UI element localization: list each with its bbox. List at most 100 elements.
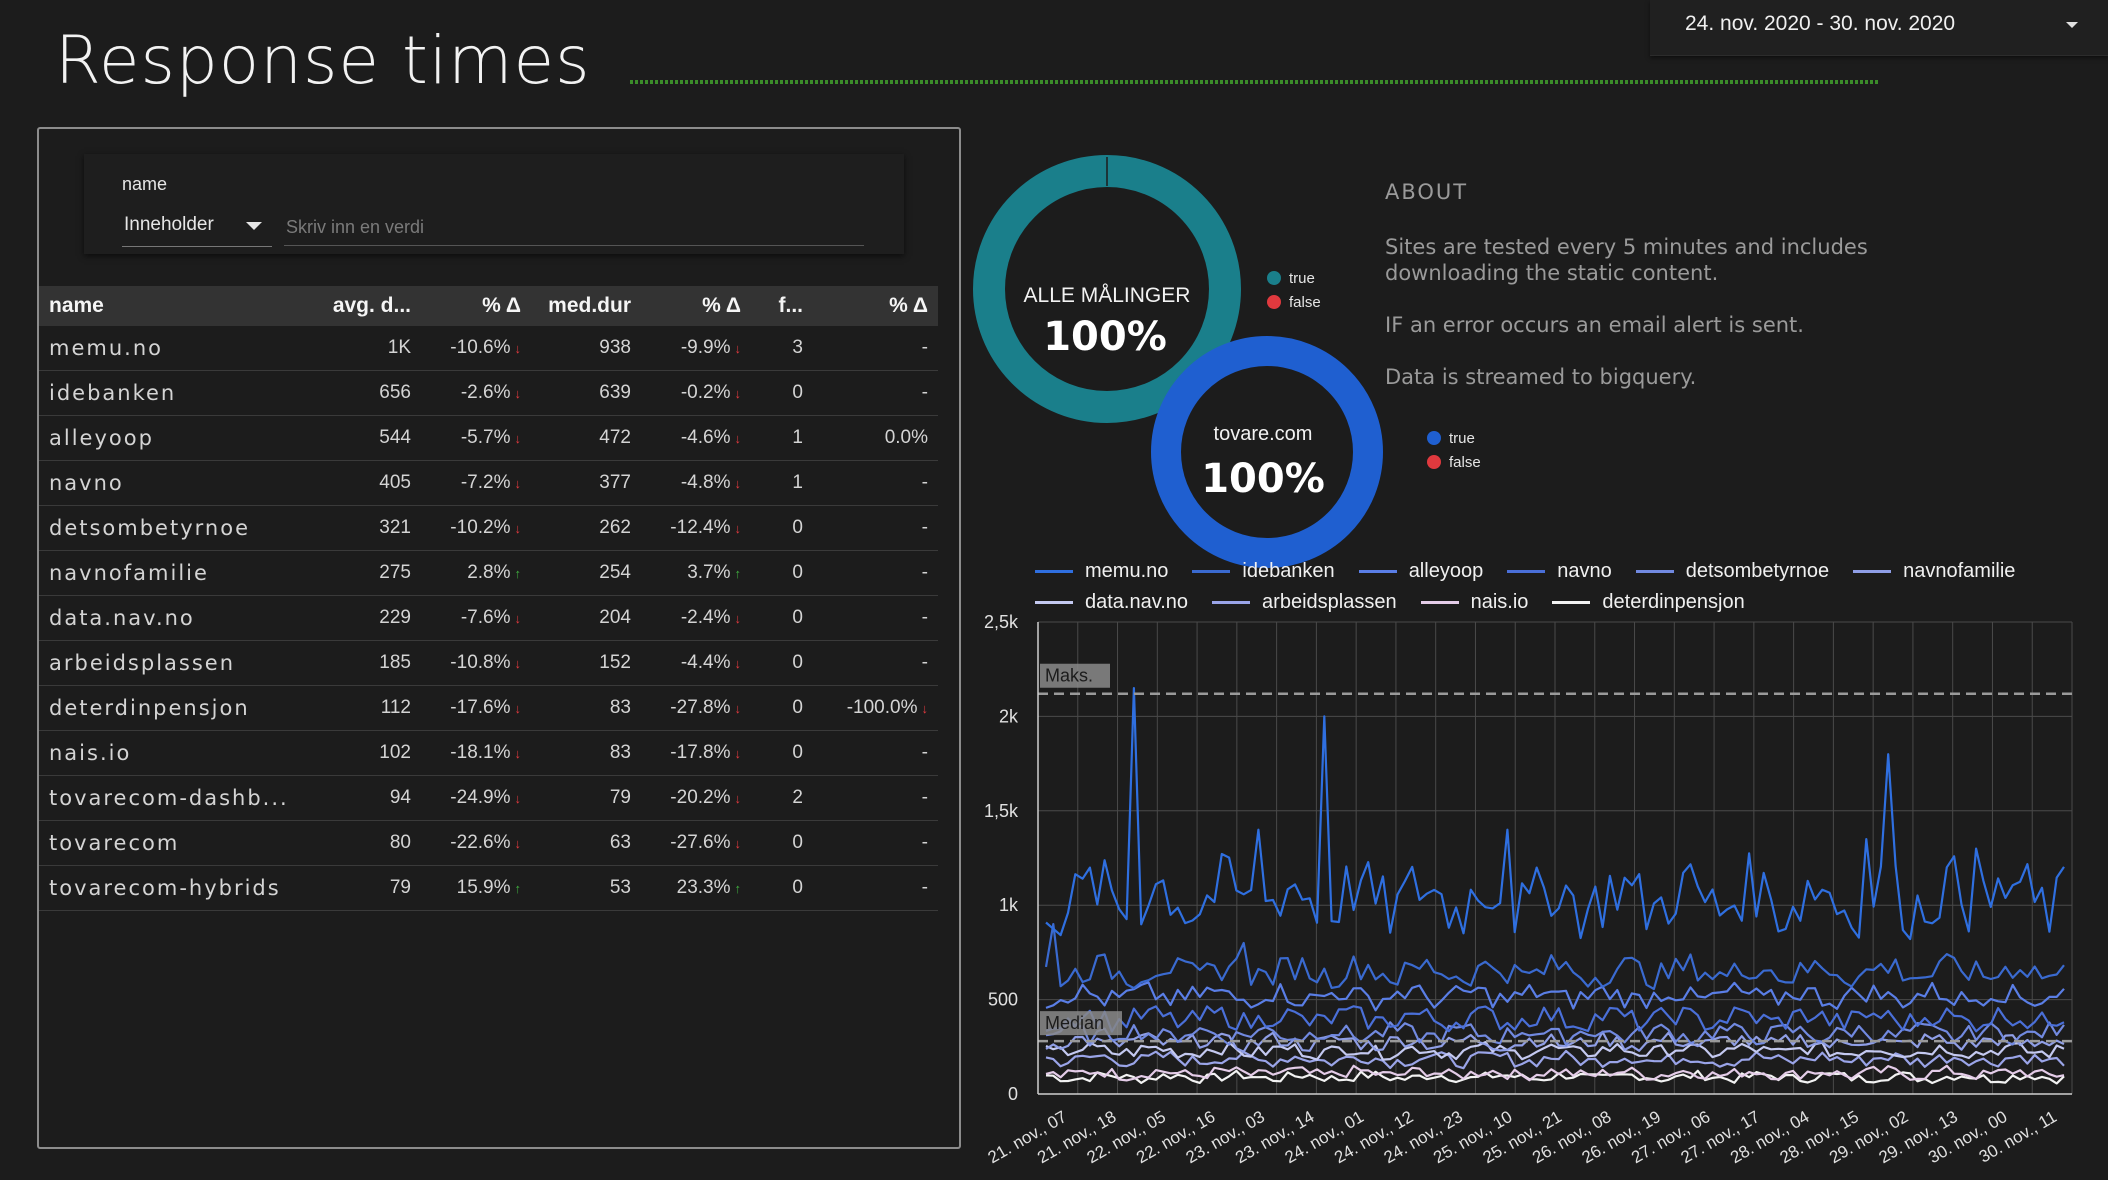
column-header-med[interactable]: med.dur	[531, 286, 641, 326]
cell-avg: 102	[319, 730, 421, 776]
legend-label: memu.no	[1085, 560, 1169, 582]
legend-item-deterdinpensjon[interactable]: deterdinpensjon	[1552, 587, 1745, 617]
table-row[interactable]: idebanken 656 -2.6% ↓ 639 -0.2% ↓ 0-	[39, 370, 938, 416]
trend-down-icon: ↓	[734, 431, 742, 446]
legend-label: detsombetyrnoe	[1685, 560, 1830, 582]
table-row[interactable]: arbeidsplassen 185 -10.8% ↓ 152 -4.4% ↓ 0-	[39, 640, 938, 686]
trend-down-icon: ↓	[734, 611, 742, 626]
column-header-name[interactable]: name	[39, 286, 319, 326]
donut-all-label: ALLE MÅLINGER	[1024, 284, 1191, 307]
cell-med-delta: -9.9% ↓	[641, 326, 751, 371]
cell-name: nais.io	[39, 730, 319, 776]
legend-dot	[1267, 295, 1281, 309]
legend-dot	[1267, 271, 1281, 285]
y-tick-label: 500	[988, 990, 1018, 1010]
cell-fail-delta: -	[813, 550, 938, 596]
table-row[interactable]: data.nav.no 229 -7.6% ↓ 204 -2.4% ↓ 0-	[39, 595, 938, 641]
legend-swatch	[1035, 600, 1073, 604]
legend-swatch	[1358, 570, 1397, 573]
delta-value: -20.2%	[670, 787, 731, 808]
y-tick-label: 0	[1008, 1084, 1018, 1104]
cell-avg: 94	[319, 775, 421, 821]
column-header-fail-delta[interactable]: % Δ	[813, 286, 938, 326]
legend-item-alleyoop[interactable]: alleyoop	[1358, 557, 1483, 587]
legend-item-arbeidsplassen[interactable]: arbeidsplassen	[1212, 587, 1397, 617]
reference-label-bg	[1040, 1011, 1122, 1036]
legend-label: navno	[1557, 560, 1612, 582]
cell-fail-delta: -	[813, 820, 938, 866]
table-row[interactable]: tovarecom-hybrids 79 15.9% ↑ 53 23.3% ↑ 0-	[39, 865, 938, 911]
cell-med: 79	[531, 775, 641, 821]
column-header-med-delta[interactable]: % Δ	[641, 286, 751, 326]
cell-fail: 0	[751, 595, 813, 641]
legend-item-memu-no[interactable]: memu.no	[1035, 557, 1168, 587]
column-header-fail[interactable]: f...	[751, 286, 813, 326]
cell-name: data.nav.no	[39, 595, 319, 641]
legend-label: navnofamilie	[1903, 560, 2016, 582]
cell-med-delta: -12.4% ↓	[641, 505, 751, 551]
column-header-avg-delta[interactable]: % Δ	[421, 286, 531, 326]
legend-item-nais-io[interactable]: nais.io	[1420, 587, 1529, 617]
delta-value: -	[921, 382, 928, 403]
cell-med-delta: -0.2% ↓	[641, 370, 751, 416]
legend-item-data-nav-no[interactable]: data.nav.no	[1035, 587, 1188, 617]
delta-value: -17.6%	[450, 697, 511, 718]
cell-fail-delta: -	[813, 865, 938, 911]
table-row[interactable]: nais.io 102 -18.1% ↓ 83 -17.8% ↓ 0-	[39, 730, 938, 776]
trend-up-icon: ↑	[734, 881, 742, 896]
table-row[interactable]: deterdinpensjon 112 -17.6% ↓ 83 -27.8% ↓ 0 -100.…	[39, 685, 938, 731]
table-row[interactable]: navno 405 -7.2% ↓ 377 -4.8% ↓ 1-	[39, 460, 938, 506]
table-header-row: name avg. d... % Δ med.dur % Δ f... % Δ	[39, 286, 938, 326]
cell-fail: 0	[751, 685, 813, 731]
legend-true[interactable]: true	[1267, 266, 1321, 290]
table-row[interactable]: alleyoop 544 -5.7% ↓ 472 -4.6% ↓ 1 0.0%	[39, 415, 938, 461]
trend-up-icon: ↑	[734, 566, 742, 581]
cell-avg: 275	[319, 550, 421, 596]
table-row[interactable]: memu.no 1K -10.6% ↓ 938 -9.9% ↓ 3-	[39, 326, 938, 371]
filter-operator-select[interactable]: Inneholder	[122, 210, 272, 247]
cell-fail: 0	[751, 370, 813, 416]
cell-med: 254	[531, 550, 641, 596]
table-row[interactable]: navnofamilie 275 2.8% ↑ 254 3.7% ↑ 0-	[39, 550, 938, 596]
legend-false[interactable]: false	[1267, 290, 1321, 314]
donut-all-legend: true false	[1267, 266, 1321, 314]
legend-true[interactable]: true	[1427, 426, 1481, 450]
legend-item-idebanken[interactable]: idebanken	[1192, 557, 1335, 587]
donut-tovare-value: 100%	[1201, 456, 1325, 502]
legend-item-detsombetyrnoe[interactable]: detsombetyrnoe	[1635, 557, 1830, 587]
cell-fail-delta: -	[813, 370, 938, 416]
series-line-detsombetyrnoe	[1045, 1021, 2065, 1046]
reference-label: Median	[1045, 1013, 1104, 1033]
about-line: IF an error occurs an email alert is sen…	[1385, 313, 1804, 337]
series-line-alleyoop	[1045, 981, 2065, 1012]
legend-label: arbeidsplassen	[1262, 590, 1397, 613]
legend-item-navnofamilie[interactable]: navnofamilie	[1853, 557, 2015, 587]
legend-false[interactable]: false	[1427, 450, 1481, 474]
cell-med-delta: -20.2% ↓	[641, 775, 751, 821]
cell-fail: 2	[751, 775, 813, 821]
column-header-avg[interactable]: avg. d...	[319, 286, 421, 326]
cell-med-delta: -4.6% ↓	[641, 415, 751, 461]
cell-name: tovarecom	[39, 820, 319, 866]
cell-med-delta: -2.4% ↓	[641, 595, 751, 641]
cell-fail: 0	[751, 730, 813, 776]
cell-avg-delta: -5.7% ↓	[421, 415, 531, 461]
filter-value-input[interactable]	[284, 210, 864, 246]
table-row[interactable]: detsombetyrnoe 321 -10.2% ↓ 262 -12.4% ↓ 0-	[39, 505, 938, 551]
date-range-selector[interactable]: 24. nov. 2020 - 30. nov. 2020	[1650, 0, 2108, 56]
trend-down-icon: ↓	[514, 656, 522, 671]
delta-value: -	[921, 787, 928, 808]
delta-value: -	[921, 517, 928, 538]
table-row[interactable]: tovarecom 80 -22.6% ↓ 63 -27.6% ↓ 0-	[39, 820, 938, 866]
cell-med-delta: -27.6% ↓	[641, 820, 751, 866]
legend-label: nais.io	[1470, 590, 1529, 613]
trend-down-icon: ↓	[734, 791, 742, 806]
legend-item-navno[interactable]: navno	[1507, 557, 1612, 587]
delta-value: -	[921, 742, 928, 763]
delta-value: -100.0%	[846, 697, 918, 718]
table-row[interactable]: tovarecom-dashb... 94 -24.9% ↓ 79 -20.2% ↓ 2-	[39, 775, 938, 821]
delta-value: -	[921, 607, 928, 628]
cell-fail: 1	[751, 415, 813, 461]
cell-med-delta: 3.7% ↑	[641, 550, 751, 596]
trend-down-icon: ↓	[734, 836, 742, 851]
